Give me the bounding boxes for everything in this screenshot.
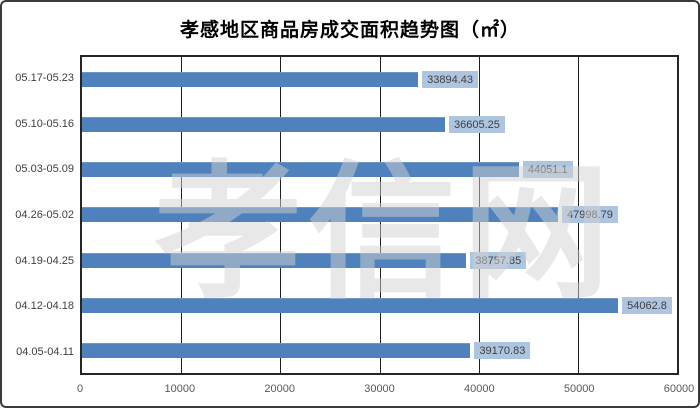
y-axis-tick-label: 04.12-04.18 (15, 300, 74, 313)
x-axis-tick-label: 0 (76, 383, 84, 395)
x-axis-tick-label: 40000 (464, 383, 495, 395)
bar (82, 72, 419, 88)
x-axis-tick-label: 10000 (164, 383, 196, 395)
y-axis-tick-label: 04.05-04.11 (16, 346, 74, 359)
value-label: 33894.43 (422, 71, 478, 89)
value-label: 36605.25 (449, 116, 505, 134)
bar-row: 38757.85 (82, 238, 677, 283)
x-axis-tick-label: 20000 (264, 383, 295, 395)
y-axis-tick-label: 04.26-05.02 (15, 209, 74, 221)
bar-row: 54062.8 (82, 283, 677, 328)
value-label: 44051.1 (522, 161, 573, 179)
y-axis-tick-label: 05.10-05.16 (15, 117, 74, 130)
value-label: 47998.79 (561, 206, 618, 224)
chart-title: 孝感地区商品房成交面积趋势图（㎡） (179, 20, 520, 41)
bar-row: 44051.1 (82, 147, 677, 192)
y-axis-tick-label: 05.17-05.23 (15, 71, 74, 84)
y-axis-tick-label: 04.19-04.25 (15, 254, 74, 267)
bar (82, 297, 619, 313)
bar (82, 252, 467, 268)
x-axis-tick-label: 60000 (663, 383, 695, 395)
plot-area: 33894.43 36605.25 44051.1 47998.79 38757.85 5… (80, 55, 679, 375)
bar-row: 36605.25 (82, 102, 677, 147)
y-axis-tick-label: 05.03-05.09 (15, 163, 74, 176)
value-label: 54062.8 (622, 296, 672, 314)
x-axis-tick-label: 50000 (563, 383, 595, 395)
bar-row: 39170.83 (82, 328, 677, 373)
bar (82, 162, 519, 178)
bar-row: 33894.43 (82, 57, 677, 102)
bar-rows: 33894.43 36605.25 44051.1 47998.79 38757.85 5… (82, 57, 677, 373)
bar (82, 117, 445, 133)
value-label: 38757.85 (470, 251, 527, 269)
value-label: 39170.83 (474, 341, 531, 359)
bar (82, 342, 471, 358)
bar (82, 207, 558, 223)
x-axis-tick-label: 30000 (364, 383, 395, 395)
bar-row: 47998.79 (82, 192, 677, 237)
